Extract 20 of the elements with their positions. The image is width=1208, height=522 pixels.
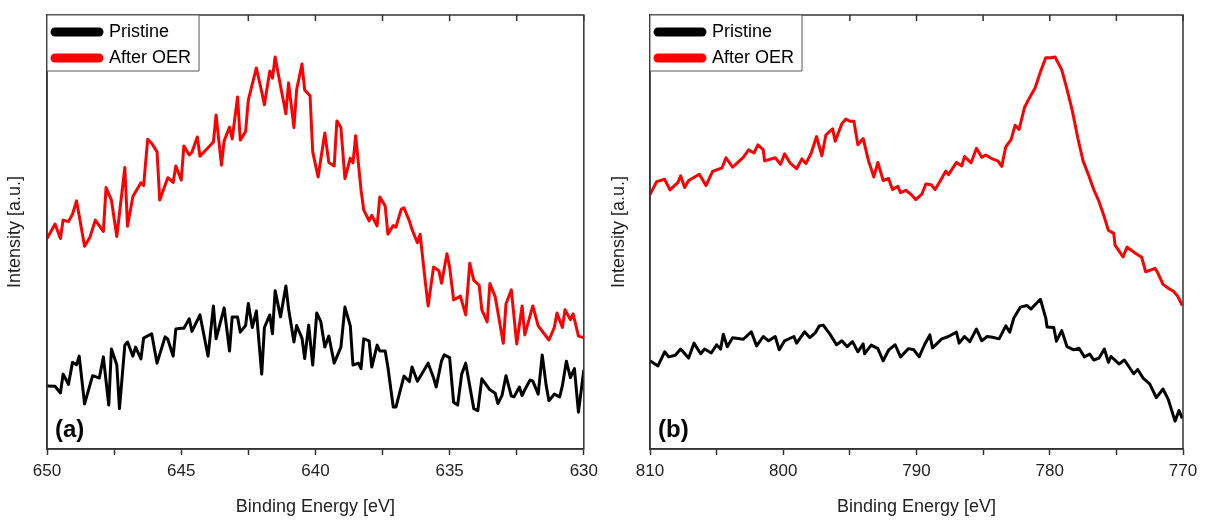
legend-label: After OER — [109, 46, 192, 67]
x-axis-title: Binding Energy [eV] — [836, 496, 997, 517]
x-tick-label: 645 — [167, 460, 196, 480]
y-axis-title: Intensity [a.u.] — [3, 175, 24, 289]
annotation: (b) — [658, 415, 689, 442]
annotation: (a) — [55, 415, 85, 442]
x-axis-title: Binding Energy [eV] — [235, 496, 395, 517]
legend-label: Pristine — [109, 20, 170, 41]
x-tick-label: 640 — [301, 460, 330, 480]
legend-label: After OER — [712, 46, 795, 67]
x-tick-label: 630 — [569, 460, 599, 480]
x-tick-label: 635 — [435, 460, 464, 480]
x-tick-label: 800 — [769, 460, 798, 480]
x-tick-label: 810 — [635, 460, 665, 480]
x-tick-label: 650 — [32, 460, 62, 480]
x-tick-label: 790 — [902, 460, 931, 480]
x-tick-label: 770 — [1168, 460, 1198, 480]
y-axis-title: Intensity [a.u.] — [607, 175, 628, 289]
legend-label: Pristine — [712, 20, 773, 41]
x-tick-label: 780 — [1035, 460, 1064, 480]
